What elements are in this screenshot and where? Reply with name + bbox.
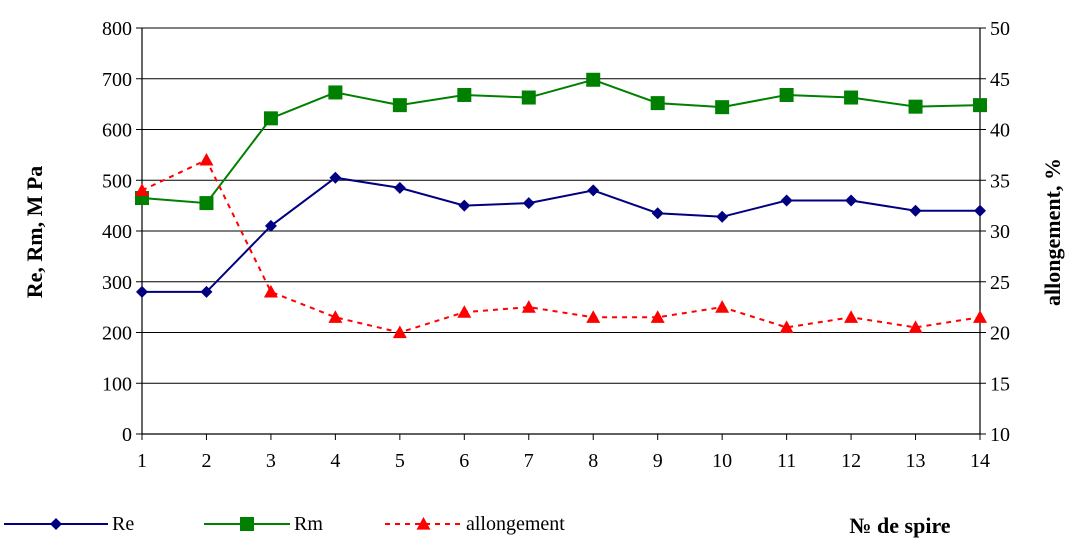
diamond-marker bbox=[780, 194, 793, 207]
triangle-marker bbox=[908, 320, 923, 334]
legend-item-allongement: allongement bbox=[385, 513, 565, 535]
x-tick-label: 11 bbox=[777, 450, 796, 472]
y-right-tick-label: 20 bbox=[990, 323, 1010, 345]
diamond-marker bbox=[909, 204, 922, 217]
y-left-tick-label: 500 bbox=[102, 170, 132, 192]
x-tick-label: 2 bbox=[201, 450, 211, 472]
diamond-marker bbox=[845, 194, 858, 207]
y-right-tick-label: 15 bbox=[990, 373, 1010, 395]
y-left-tick-label: 400 bbox=[102, 221, 132, 243]
legend-label: Re bbox=[112, 513, 134, 535]
square-marker bbox=[715, 100, 730, 115]
triangle-marker bbox=[779, 320, 794, 334]
diamond-marker bbox=[329, 171, 342, 184]
diamond-marker bbox=[974, 204, 986, 217]
diamond-marker bbox=[393, 181, 406, 194]
y-left-tick-label: 0 bbox=[122, 424, 132, 446]
diamond-marker bbox=[200, 285, 213, 298]
series-line bbox=[141, 78, 981, 205]
x-tick-label: 6 bbox=[459, 450, 469, 472]
triangle-marker bbox=[521, 300, 536, 313]
x-tick-label: 10 bbox=[712, 450, 732, 472]
diamond-marker bbox=[587, 184, 600, 197]
square-marker bbox=[908, 99, 923, 114]
triangle-marker bbox=[650, 310, 665, 323]
x-tick-label: 4 bbox=[330, 450, 340, 472]
y-left-tick-label: 800 bbox=[102, 18, 132, 40]
y-right-tick-label: 45 bbox=[990, 69, 1010, 91]
x-tick-label: 5 bbox=[395, 450, 405, 472]
y-left-tick-label: 200 bbox=[102, 323, 132, 345]
y-right-tick-label: 50 bbox=[990, 18, 1010, 40]
legend: Re Rm allongement bbox=[4, 513, 565, 535]
y-left-tick-label: 300 bbox=[102, 272, 132, 294]
series-line bbox=[141, 158, 981, 334]
series-Rm bbox=[135, 72, 987, 211]
triangle-marker bbox=[328, 310, 343, 323]
y-right-tick-label: 40 bbox=[990, 120, 1010, 142]
triangle-marker bbox=[973, 310, 987, 323]
square-marker bbox=[973, 98, 987, 113]
legend-item-Re: Re bbox=[4, 513, 134, 535]
triangle-marker bbox=[586, 310, 601, 323]
triangle-marker bbox=[715, 300, 730, 313]
x-tick-label: 12 bbox=[841, 450, 861, 472]
x-tick-label: 14 bbox=[970, 450, 990, 472]
x-tick-label: 13 bbox=[906, 450, 926, 472]
series-Re bbox=[136, 171, 986, 298]
square-marker bbox=[521, 90, 536, 105]
triangle-marker bbox=[844, 310, 859, 323]
y-right-tick-label: 10 bbox=[990, 424, 1010, 446]
y-left-tick-label: 700 bbox=[102, 69, 132, 91]
y-right-axis-title: allongement, % bbox=[1040, 158, 1065, 306]
diamond-marker bbox=[651, 207, 664, 220]
diamond-marker bbox=[50, 518, 62, 530]
triangle-marker bbox=[457, 305, 472, 318]
diamond-marker bbox=[522, 197, 535, 210]
triangle-marker bbox=[135, 183, 149, 196]
square-marker bbox=[586, 72, 601, 87]
triangle-marker bbox=[263, 284, 278, 298]
legend-item-Rm: Rm bbox=[204, 513, 323, 535]
x-tick-label: 3 bbox=[266, 450, 276, 472]
y-right-tick-label: 30 bbox=[990, 221, 1010, 243]
diamond-marker bbox=[264, 219, 277, 232]
y-left-tick-label: 100 bbox=[102, 373, 132, 395]
y-right-tick-label: 35 bbox=[990, 170, 1010, 192]
square-marker bbox=[844, 90, 859, 105]
series-layer bbox=[135, 72, 987, 339]
square-marker bbox=[199, 196, 214, 211]
legend-label: allongement bbox=[466, 513, 565, 535]
y-left-tick-label: 600 bbox=[102, 120, 132, 142]
x-tick-label: 1 bbox=[137, 450, 147, 472]
grid bbox=[142, 27, 980, 435]
y-left-axis-title: Re, Rm, M Pa bbox=[22, 166, 47, 299]
triangle-marker bbox=[199, 152, 214, 166]
x-tick-label: 7 bbox=[524, 450, 534, 472]
square-marker bbox=[457, 87, 472, 102]
triangle-marker bbox=[416, 517, 431, 530]
square-marker bbox=[779, 87, 794, 102]
diamond-marker bbox=[458, 199, 471, 212]
square-marker bbox=[328, 85, 343, 100]
diamond-marker bbox=[716, 210, 729, 223]
series-allongement bbox=[135, 152, 987, 339]
y-right-tick-label: 25 bbox=[990, 272, 1010, 294]
square-marker bbox=[240, 517, 254, 531]
square-marker bbox=[392, 98, 407, 113]
triangle-marker bbox=[392, 325, 407, 339]
square-marker bbox=[263, 111, 278, 126]
series-line bbox=[142, 176, 980, 293]
square-marker bbox=[650, 96, 665, 111]
diamond-marker bbox=[136, 285, 148, 298]
x-tick-label: 8 bbox=[588, 450, 598, 472]
axes: 0100200300400500600700800101520253035404… bbox=[102, 18, 1010, 472]
x-axis-title: № de spire bbox=[849, 513, 950, 538]
legend-label: Rm bbox=[294, 513, 323, 535]
x-tick-label: 9 bbox=[653, 450, 663, 472]
